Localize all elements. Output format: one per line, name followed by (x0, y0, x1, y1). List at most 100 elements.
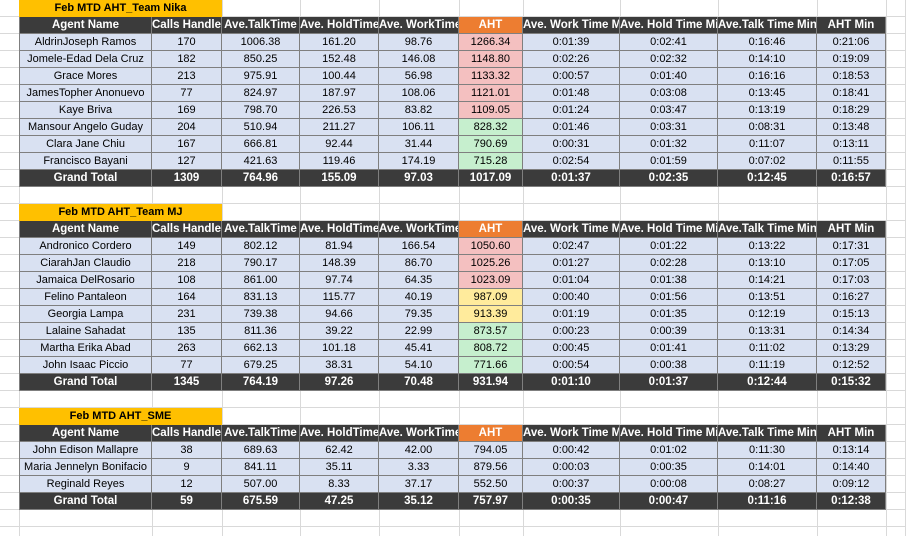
table-cell: 0:14:21 (718, 272, 817, 289)
grand-total-cell: 35.12 (379, 493, 459, 510)
agent-name: Reginald Reyes (19, 476, 152, 493)
table-cell: 1025.26 (459, 255, 523, 272)
agent-name: Francisco Bayani (19, 153, 152, 170)
column-header: AHT Min (817, 425, 886, 442)
table-cell: 0:01:41 (620, 340, 718, 357)
table-cell: 0:03:31 (620, 119, 718, 136)
table-cell: 0:02:47 (523, 238, 620, 255)
grand-total-cell: 0:12:44 (718, 374, 817, 391)
column-header: Ave. Hold Time Min (620, 425, 718, 442)
agent-name: Lalaine Sahadat (19, 323, 152, 340)
table-cell: 161.20 (300, 34, 379, 51)
table-cell: 662.13 (222, 340, 300, 357)
table-cell: 12 (152, 476, 222, 493)
agent-name: AldrinJoseph Ramos (19, 34, 152, 51)
table-cell: 54.10 (379, 357, 459, 374)
column-header: Ave.TalkTime (222, 221, 300, 238)
table-cell: 0:07:02 (718, 153, 817, 170)
agent-name: Maria Jennelyn Bonifacio (19, 459, 152, 476)
table-cell: 0:01:39 (523, 34, 620, 51)
column-header: Ave.TalkTime (222, 425, 300, 442)
table-cell: 0:01:04 (523, 272, 620, 289)
column-header: AHT Min (817, 221, 886, 238)
agent-name: Jomele-Edad Dela Cruz (19, 51, 152, 68)
table-cell: 0:14:34 (817, 323, 886, 340)
table-cell: 0:16:27 (817, 289, 886, 306)
table-cell: 94.66 (300, 306, 379, 323)
grand-total-cell: 0:15:32 (817, 374, 886, 391)
table-cell: 0:00:38 (620, 357, 718, 374)
table-cell: 0:00:54 (523, 357, 620, 374)
agent-name: Mansour Angelo Guday (19, 119, 152, 136)
table-cell: 174.19 (379, 153, 459, 170)
table-cell: 0:00:03 (523, 459, 620, 476)
table-cell: 975.91 (222, 68, 300, 85)
table-cell: 115.77 (300, 289, 379, 306)
table-cell: 0:02:41 (620, 34, 718, 51)
column-header: Ave. Work Time Min (523, 425, 620, 442)
column-header: Ave.Talk Time Min (718, 17, 817, 34)
table-cell: 0:02:54 (523, 153, 620, 170)
table-cell: 9 (152, 459, 222, 476)
table-cell: 42.00 (379, 442, 459, 459)
agent-name: Andronico Cordero (19, 238, 152, 255)
table-cell: 0:00:57 (523, 68, 620, 85)
table-cell: 211.27 (300, 119, 379, 136)
grand-total-cell: Grand Total (19, 374, 152, 391)
table-cell: 3.33 (379, 459, 459, 476)
agent-name: John Isaac Piccio (19, 357, 152, 374)
table-cell: 790.69 (459, 136, 523, 153)
column-header: Agent Name (19, 425, 152, 442)
table-cell: 0:13:10 (718, 255, 817, 272)
table-cell: 1006.38 (222, 34, 300, 51)
grand-total-cell: 0:11:16 (718, 493, 817, 510)
column-header: Calls Handled (152, 425, 222, 442)
table-cell: 0:11:02 (718, 340, 817, 357)
table-cell: 8.33 (300, 476, 379, 493)
agent-name: Clara Jane Chiu (19, 136, 152, 153)
table-cell: 828.32 (459, 119, 523, 136)
grand-total-cell: 0:01:37 (523, 170, 620, 187)
table-cell: 0:00:08 (620, 476, 718, 493)
grand-total-cell: 1345 (152, 374, 222, 391)
table-cell: 0:17:03 (817, 272, 886, 289)
table-cell: 0:17:31 (817, 238, 886, 255)
table-cell: 149 (152, 238, 222, 255)
table-cell: 45.41 (379, 340, 459, 357)
table-cell: 0:03:08 (620, 85, 718, 102)
table-cell: 0:11:19 (718, 357, 817, 374)
agent-name: Felino Pantaleon (19, 289, 152, 306)
table-cell: 790.17 (222, 255, 300, 272)
table-cell: 831.13 (222, 289, 300, 306)
column-header: Ave. WorkTime (379, 221, 459, 238)
table-cell: 170 (152, 34, 222, 51)
column-header: Ave. Hold Time Min (620, 17, 718, 34)
table-cell: 0:00:31 (523, 136, 620, 153)
grand-total-cell: Grand Total (19, 170, 152, 187)
table-cell: 100.44 (300, 68, 379, 85)
table-cell: 92.44 (300, 136, 379, 153)
table-cell: 0:00:23 (523, 323, 620, 340)
column-header: Calls Handled (152, 221, 222, 238)
grand-total-cell: 0:12:38 (817, 493, 886, 510)
table-cell: 0:01:24 (523, 102, 620, 119)
table-title: Feb MTD AHT_Team Nika (19, 0, 222, 17)
table-cell: 0:02:26 (523, 51, 620, 68)
table-title: Feb MTD AHT_Team MJ (19, 204, 222, 221)
table-cell: 0:13:11 (817, 136, 886, 153)
column-header: Ave. HoldTime (300, 17, 379, 34)
table-cell: 0:00:39 (620, 323, 718, 340)
table-cell: 0:16:16 (718, 68, 817, 85)
table-cell: 0:00:40 (523, 289, 620, 306)
grand-total-cell: Grand Total (19, 493, 152, 510)
table-cell: 1133.32 (459, 68, 523, 85)
grand-total-cell: 0:01:37 (620, 374, 718, 391)
grid-line (886, 0, 887, 536)
table-cell: 62.42 (300, 442, 379, 459)
agent-name: Grace Mores (19, 68, 152, 85)
table-cell: 861.00 (222, 272, 300, 289)
table-cell: 152.48 (300, 51, 379, 68)
table-cell: 1023.09 (459, 272, 523, 289)
table-cell: 83.82 (379, 102, 459, 119)
